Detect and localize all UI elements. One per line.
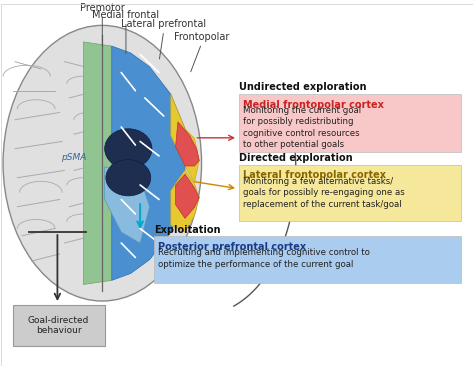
Text: Undirected exploration: Undirected exploration [239,83,367,92]
Polygon shape [105,167,150,243]
Ellipse shape [106,160,151,196]
Polygon shape [171,170,199,232]
Text: Monitoring a few alternative tasks/
goals for possibly re-engaging one as
replac: Monitoring a few alternative tasks/ goal… [243,177,405,208]
Text: Goal-directed
behaviour: Goal-directed behaviour [28,316,89,335]
FancyBboxPatch shape [239,94,462,152]
Polygon shape [171,94,199,182]
Text: Lateral frontopolar cortex: Lateral frontopolar cortex [243,170,386,181]
Text: Exploitation: Exploitation [155,225,221,235]
Text: Lateral prefrontal: Lateral prefrontal [121,19,206,29]
Text: Monitoring the current goal
for possibly redistributing
cognitive control resour: Monitoring the current goal for possibly… [243,106,361,149]
FancyBboxPatch shape [12,305,105,346]
Text: pSMA: pSMA [61,153,87,162]
Polygon shape [112,46,185,280]
Text: Posterior prefrontal cortex: Posterior prefrontal cortex [158,242,306,252]
Text: Premotor: Premotor [80,3,125,13]
Ellipse shape [3,25,201,301]
Text: Medial frontal: Medial frontal [92,10,159,20]
Polygon shape [175,122,199,166]
Text: Directed exploration: Directed exploration [239,153,353,163]
Text: Recruiting and implementing cognitive control to
optimize the performance of the: Recruiting and implementing cognitive co… [158,248,370,269]
Polygon shape [83,42,131,284]
FancyBboxPatch shape [239,165,462,221]
Polygon shape [175,174,199,218]
Ellipse shape [105,129,152,169]
Text: Frontopolar: Frontopolar [174,32,229,42]
FancyBboxPatch shape [155,236,462,283]
Text: Medial frontopolar cortex: Medial frontopolar cortex [243,100,384,110]
